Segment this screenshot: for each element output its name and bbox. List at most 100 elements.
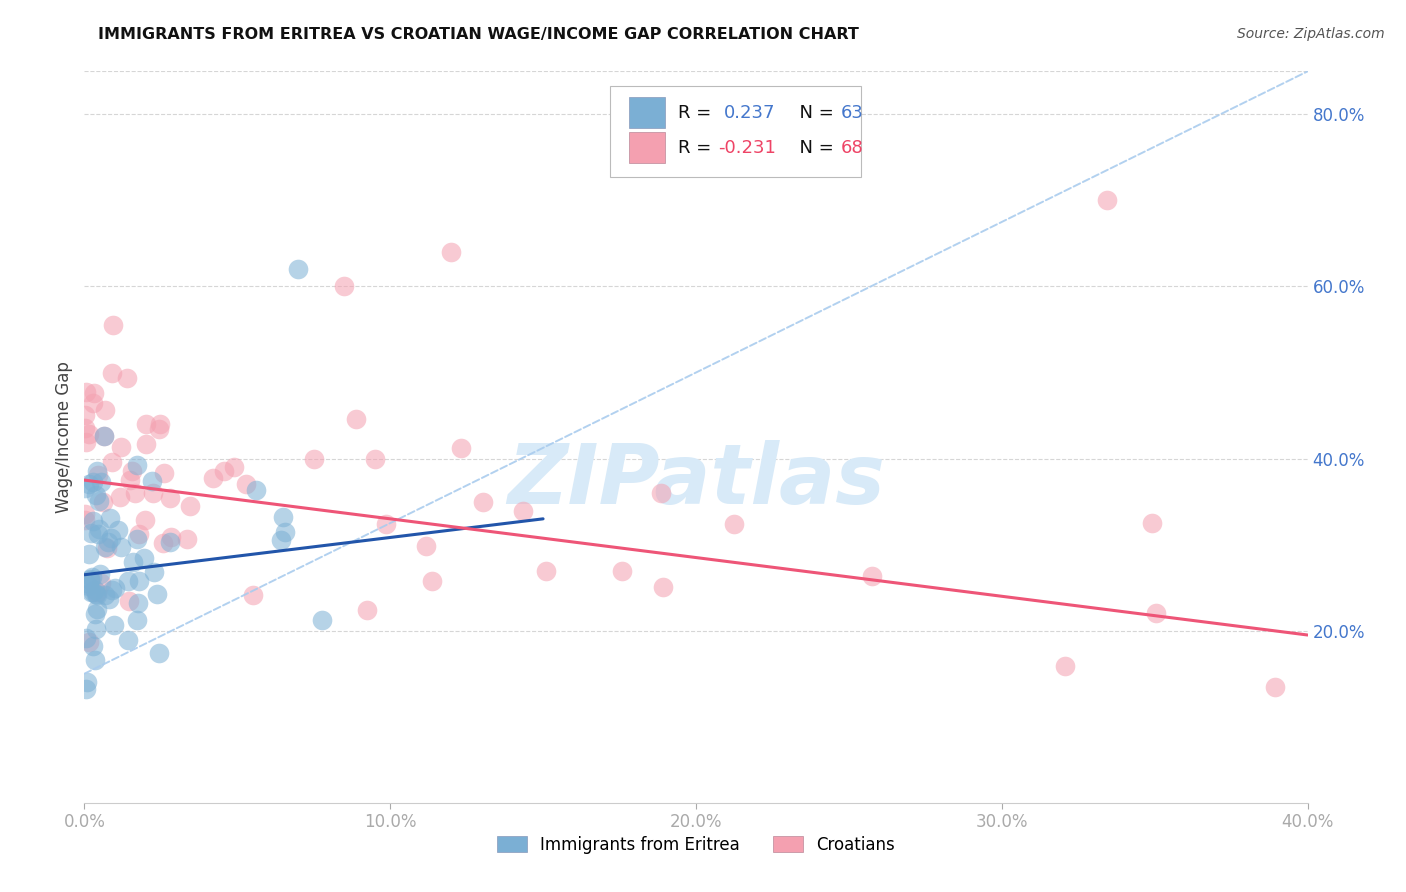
Point <box>86 589 108 603</box>
Point <box>80 526 103 541</box>
Text: 68: 68 <box>841 139 863 157</box>
Point <box>153 466 176 480</box>
Point <box>1140 516 1163 531</box>
Point <box>75 384 97 399</box>
Point <box>650 485 672 500</box>
Point <box>79 585 101 599</box>
Point <box>201 471 224 485</box>
Point <box>84 653 107 667</box>
Point <box>117 574 139 588</box>
Point <box>124 486 146 500</box>
Point <box>224 460 246 475</box>
Point <box>271 509 294 524</box>
Point <box>356 603 378 617</box>
Bar <box>628 97 665 128</box>
Point <box>93 429 115 443</box>
Text: IMMIGRANTS FROM ERITREA VS CROATIAN WAGE/INCOME GAP CORRELATION CHART: IMMIGRANTS FROM ERITREA VS CROATIAN WAGE… <box>98 27 859 42</box>
Point <box>107 524 129 538</box>
Point <box>127 596 149 610</box>
Point <box>122 555 145 569</box>
Point <box>149 417 172 432</box>
Point <box>148 422 170 436</box>
Point <box>534 564 557 578</box>
Point <box>127 532 149 546</box>
Text: R =: R = <box>678 139 717 157</box>
Point <box>121 464 143 478</box>
Point <box>98 510 121 524</box>
Point <box>159 530 181 544</box>
Point <box>79 573 101 587</box>
Point <box>75 434 97 449</box>
Point <box>84 587 107 601</box>
Point <box>110 540 132 554</box>
Point <box>90 576 112 591</box>
Point <box>75 682 97 697</box>
Point <box>159 534 181 549</box>
Point <box>87 522 110 536</box>
Legend: Immigrants from Eritrea, Croatians: Immigrants from Eritrea, Croatians <box>491 829 901 860</box>
Point <box>723 516 745 531</box>
Point <box>128 574 150 588</box>
Point <box>117 633 139 648</box>
FancyBboxPatch shape <box>610 86 860 178</box>
Point <box>76 674 98 689</box>
Point <box>73 507 96 521</box>
Point <box>176 532 198 546</box>
Point <box>101 318 124 332</box>
Point <box>86 602 108 616</box>
Point <box>311 613 333 627</box>
Point <box>375 517 398 532</box>
Point <box>159 491 181 505</box>
Point <box>73 481 96 495</box>
Point <box>512 504 534 518</box>
Point <box>86 585 108 599</box>
Point <box>84 488 107 502</box>
Point <box>75 408 97 422</box>
Point <box>93 429 115 443</box>
Text: ZIPatlas: ZIPatlas <box>508 441 884 522</box>
Point <box>415 539 437 553</box>
Point <box>73 421 96 435</box>
Point <box>82 515 104 529</box>
Point <box>273 525 295 540</box>
Text: 63: 63 <box>841 104 863 122</box>
Point <box>235 477 257 491</box>
Point <box>82 396 104 410</box>
Point <box>115 370 138 384</box>
Point <box>612 564 634 578</box>
Point <box>86 464 108 478</box>
Point <box>471 495 494 509</box>
Point <box>97 592 120 607</box>
Point <box>333 279 356 293</box>
Point <box>132 551 155 566</box>
Point <box>146 587 169 601</box>
Point <box>420 574 443 589</box>
Point <box>77 635 100 649</box>
Point <box>87 468 110 483</box>
Point <box>87 494 110 508</box>
Point <box>212 465 235 479</box>
Point <box>75 631 97 645</box>
Point <box>79 572 101 586</box>
Point <box>87 526 110 541</box>
Point <box>128 527 150 541</box>
Point <box>860 569 883 583</box>
Point <box>242 588 264 602</box>
Point <box>83 385 105 400</box>
Point <box>100 532 122 546</box>
Point <box>1264 680 1286 694</box>
Bar <box>628 132 665 163</box>
Point <box>84 607 107 621</box>
Point <box>90 475 112 490</box>
Point <box>134 513 156 527</box>
Point <box>364 451 387 466</box>
Point <box>125 614 148 628</box>
Point <box>142 486 165 500</box>
Point <box>135 437 157 451</box>
Point <box>302 451 325 466</box>
Text: N =: N = <box>787 139 839 157</box>
Text: N =: N = <box>787 104 839 122</box>
Point <box>100 455 122 469</box>
Point <box>96 541 118 556</box>
Point <box>79 427 101 442</box>
